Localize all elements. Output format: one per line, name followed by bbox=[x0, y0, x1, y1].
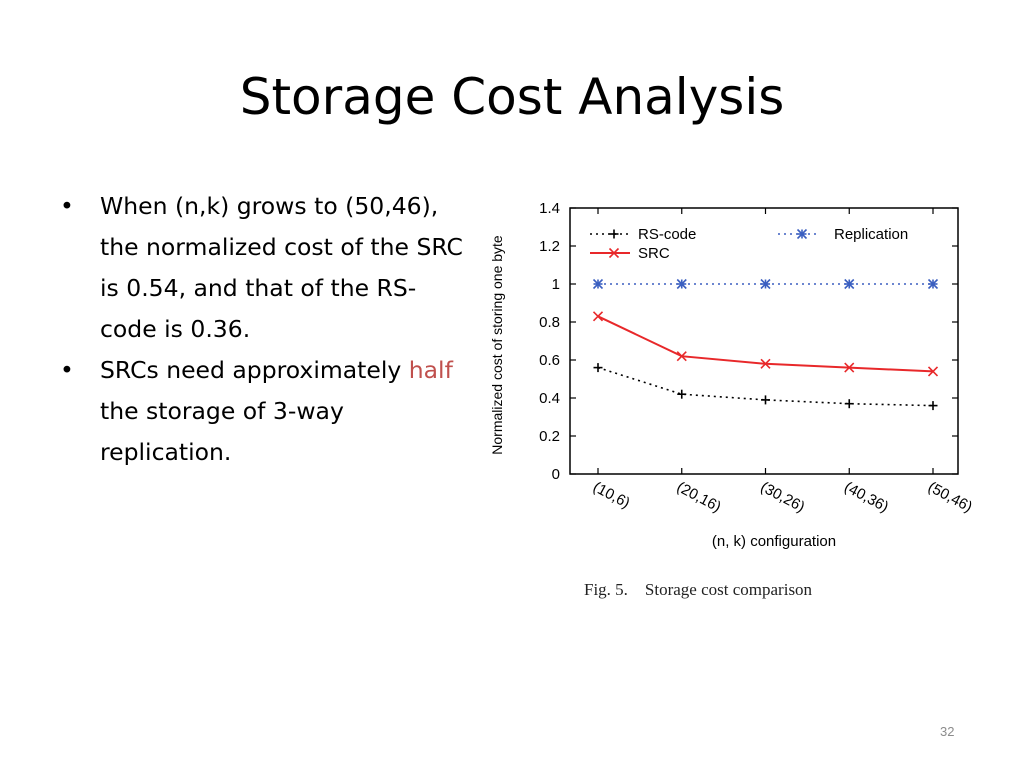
bullet-item: • When (n,k) grows to (50,46), the normal… bbox=[58, 186, 468, 350]
x-tick-label: (40,36) bbox=[841, 479, 891, 516]
legend-marker bbox=[608, 247, 620, 259]
y-tick-label: 1.2 bbox=[539, 238, 560, 255]
data-point-replication bbox=[844, 278, 855, 290]
data-point-replication bbox=[592, 278, 604, 290]
y-tick-label: 1.4 bbox=[539, 200, 560, 217]
bullet-list: • When (n,k) grows to (50,46), the normal… bbox=[58, 186, 468, 473]
legend-label: SRC bbox=[638, 245, 670, 262]
y-tick-label: 0.2 bbox=[539, 428, 560, 445]
x-tick-label: (20,16) bbox=[674, 479, 724, 516]
highlighted-text: half bbox=[408, 356, 453, 384]
bullet-text: When (n,k) grows to (50,46), the normali… bbox=[100, 192, 463, 343]
y-tick-label: 0 bbox=[552, 466, 560, 483]
data-point-rs-code bbox=[677, 389, 687, 399]
legend-marker bbox=[796, 228, 808, 240]
x-tick-label: (30,26) bbox=[758, 479, 808, 516]
data-point-src bbox=[676, 351, 687, 362]
bullet-text: SRCs need approximately bbox=[100, 356, 409, 384]
y-tick-label: 0.8 bbox=[539, 314, 560, 331]
x-tick-label: (50,46) bbox=[925, 479, 975, 516]
x-tick-label: (10,6) bbox=[590, 479, 633, 512]
data-point-replication bbox=[676, 278, 687, 290]
storage-cost-chart: 0 0.2 0.4 0.6 0.8 1 1.2 1.4 (10,6) (20,16) (30,26)… bbox=[484, 190, 994, 610]
y-tick-label: 0.4 bbox=[539, 390, 560, 407]
data-point-src bbox=[844, 362, 855, 373]
data-point-src bbox=[760, 358, 771, 369]
page-number: 32 bbox=[940, 724, 955, 739]
data-point-replication bbox=[760, 278, 771, 290]
figure-caption: Fig. 5. Storage cost comparison bbox=[584, 580, 813, 599]
y-tick-label: 0.6 bbox=[539, 352, 560, 369]
bullet-item: • SRCs need approximately half the storag… bbox=[58, 350, 468, 473]
bullet-marker: • bbox=[60, 356, 74, 384]
data-point-src bbox=[927, 366, 939, 377]
bullet-marker: • bbox=[60, 192, 74, 220]
data-point-rs-code bbox=[844, 399, 854, 409]
plot-frame bbox=[569, 207, 959, 475]
data-point-src bbox=[592, 311, 604, 322]
series-line-rs-code bbox=[597, 366, 934, 407]
bullet-text: the storage of 3-way replication. bbox=[100, 397, 344, 466]
legend-marker bbox=[609, 229, 619, 239]
slide-title: Storage Cost Analysis bbox=[239, 68, 785, 126]
chart-svg: 0 0.2 0.4 0.6 0.8 1 1.2 1.4 (10,6) (20,16) (30,26)… bbox=[489, 200, 975, 550]
x-axis-label: (n, k) configuration bbox=[712, 533, 836, 550]
legend-label: Replication bbox=[834, 226, 908, 243]
legend-label: RS-code bbox=[638, 226, 696, 243]
data-point-rs-code bbox=[593, 363, 603, 373]
data-point-rs-code bbox=[928, 401, 938, 411]
y-axis-label: Normalized cost of storing one byte bbox=[489, 235, 505, 455]
data-point-replication bbox=[927, 278, 939, 290]
y-tick-label: 1 bbox=[552, 276, 560, 293]
data-point-rs-code bbox=[761, 395, 770, 405]
